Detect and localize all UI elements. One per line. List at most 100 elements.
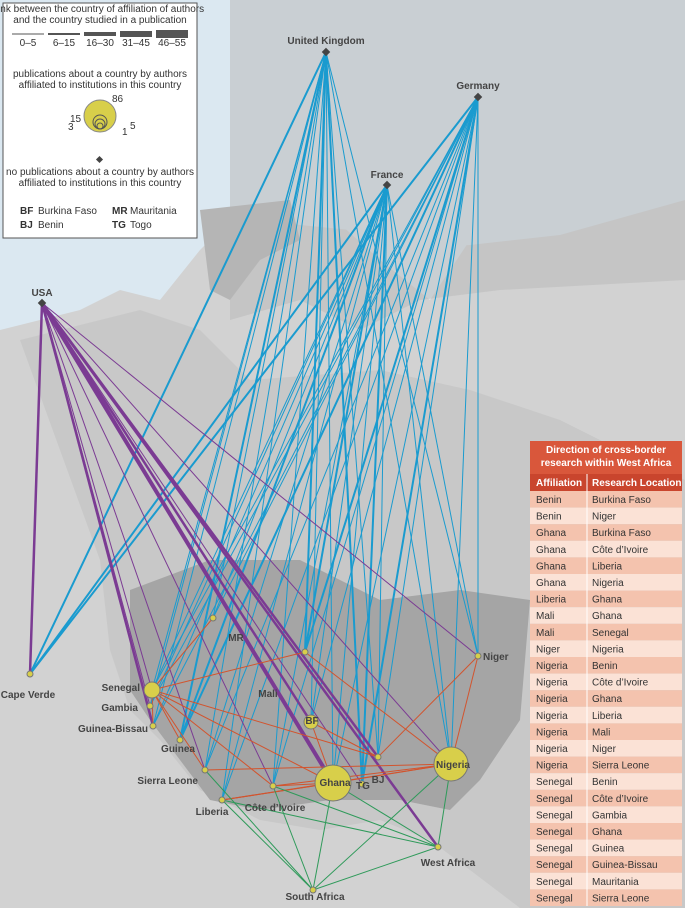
place-label: Senegal xyxy=(102,683,141,694)
legend-abbr: MR xyxy=(112,206,128,217)
link xyxy=(41,302,363,785)
table-row-bg xyxy=(530,557,682,574)
node-circle xyxy=(474,652,482,660)
legend-circle-label: 3 xyxy=(68,122,74,133)
legend-diamond xyxy=(95,155,104,164)
table-row-bg xyxy=(530,839,682,857)
legend-abbr: TG xyxy=(112,220,126,231)
link xyxy=(304,51,327,653)
link xyxy=(361,184,388,785)
place-label: Sierra Leone xyxy=(137,776,198,787)
node-diamond xyxy=(473,92,483,102)
link xyxy=(377,184,388,758)
table-row-bg xyxy=(530,723,682,740)
legend-abbr: BJ xyxy=(20,220,33,231)
table-row-bg xyxy=(530,590,682,608)
table-cell: Ghana xyxy=(536,561,566,572)
legend-none-title: affiliated to institutions in this count… xyxy=(19,178,182,189)
link xyxy=(332,184,388,784)
table-cell: Ghana xyxy=(592,694,622,705)
table-row-bg xyxy=(530,507,682,525)
legend: link between the country of affiliation … xyxy=(0,4,204,231)
table-cell: Mali xyxy=(592,727,610,738)
link xyxy=(332,96,479,784)
table-cell: Sierra Leone xyxy=(592,761,650,772)
legend-circle-label: 1 xyxy=(122,127,128,138)
table-cell: Nigeria xyxy=(536,727,568,738)
link xyxy=(377,96,479,758)
table-cell: Burkina Faso xyxy=(592,528,651,539)
node-circle xyxy=(358,780,366,788)
legend-abbr: BF xyxy=(20,206,33,217)
link xyxy=(204,51,327,771)
node-circle xyxy=(434,843,442,851)
legend-range: 6–15 xyxy=(53,38,76,49)
link xyxy=(29,51,327,675)
table-title: research within West Africa xyxy=(541,458,672,469)
link xyxy=(41,302,452,765)
place-label: Mali xyxy=(258,689,278,700)
legend-circle-label: 86 xyxy=(112,94,124,105)
place-label: Ghana xyxy=(319,778,351,789)
table-cell: Niger xyxy=(536,644,561,655)
link xyxy=(28,302,44,675)
table-cell: Ghana xyxy=(592,827,622,838)
table-cell: Nigeria xyxy=(536,761,568,772)
link xyxy=(40,302,313,723)
link xyxy=(152,184,388,727)
table-row-bg xyxy=(530,607,682,624)
table-cell: Côte d’Ivoire xyxy=(592,545,649,556)
table-title: Direction of cross-border xyxy=(546,445,666,456)
node-circle xyxy=(303,714,319,730)
table-cell: Senegal xyxy=(592,628,629,639)
table-cell: Gambia xyxy=(592,810,627,821)
table-row-bg xyxy=(530,540,682,558)
legend-circle-label: 15 xyxy=(70,114,82,125)
link xyxy=(332,782,439,848)
table-cell: Benin xyxy=(592,777,618,788)
table-cell: Burkina Faso xyxy=(592,495,651,506)
place-label: Niger xyxy=(483,652,509,663)
link xyxy=(310,721,379,758)
link xyxy=(361,96,479,785)
table-cell: Côte d’Ivoire xyxy=(592,794,649,805)
link xyxy=(310,184,388,723)
table-row-bg xyxy=(530,673,682,691)
nodes: United Kingdom Germany France USA Cape Verde… xyxy=(1,36,509,903)
table-cell: Nigeria xyxy=(536,661,568,672)
table-cell: Sierra Leone xyxy=(592,893,650,904)
place-label: BF xyxy=(305,716,318,727)
link xyxy=(179,184,388,741)
place-label: TG xyxy=(356,781,370,792)
table-row-bg xyxy=(530,623,682,641)
table-row-bg xyxy=(530,789,682,807)
link xyxy=(151,184,388,691)
table-cell: Mali xyxy=(536,611,554,622)
link xyxy=(204,184,388,771)
link xyxy=(149,96,479,707)
place-label: France xyxy=(371,170,404,181)
table-cell: Nigeria xyxy=(592,578,624,589)
place-label: Germany xyxy=(456,81,500,92)
table-cell: Senegal xyxy=(536,794,573,805)
legend-circle xyxy=(83,99,117,133)
table-cell: Ghana xyxy=(536,545,566,556)
node-circle xyxy=(269,782,277,790)
link xyxy=(312,846,439,891)
link xyxy=(304,651,452,765)
link xyxy=(221,799,314,891)
link xyxy=(41,302,479,657)
table-row-bg xyxy=(530,806,682,823)
table-row-bg xyxy=(530,773,682,790)
link xyxy=(40,302,440,848)
link xyxy=(212,51,327,619)
legend-circle-label: 5 xyxy=(130,121,136,132)
table-cell: Guinea-Bissau xyxy=(592,860,658,871)
legend-title: and the country studied in a publication xyxy=(13,15,186,26)
node-circle xyxy=(218,796,226,804)
legend-abbr-name: Togo xyxy=(130,220,152,231)
table-row-bg xyxy=(530,706,682,724)
table-cell: Benin xyxy=(592,661,618,672)
table-cell: Nigeria xyxy=(536,694,568,705)
